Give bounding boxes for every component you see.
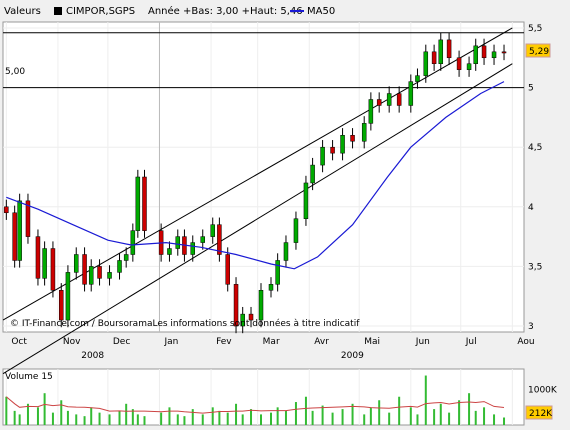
- x-month-label: Nov: [63, 337, 81, 347]
- price-plot-area: [2, 21, 525, 333]
- x-month-label: Fev: [216, 337, 232, 347]
- candle-body: [320, 146, 325, 166]
- x-month-label: Jun: [415, 337, 430, 347]
- candle-body: [175, 236, 181, 249]
- ma-label: MA50: [307, 6, 335, 17]
- candle-body: [217, 224, 222, 255]
- last-price-badge: [525, 43, 551, 58]
- ma50-line: [6, 81, 505, 270]
- candle-body: [456, 57, 462, 70]
- volume-tick-label: 1000K: [528, 386, 558, 396]
- candle-body: [135, 176, 141, 231]
- volume-average-line: [5, 396, 505, 414]
- candle-body: [283, 242, 289, 261]
- candle-body: [446, 39, 452, 59]
- candle-body: [167, 248, 172, 255]
- candle-body: [130, 230, 136, 255]
- candle-body: [42, 248, 47, 279]
- candle-body: [240, 313, 245, 327]
- candle-body: [200, 236, 205, 243]
- volume-plot-area: [2, 368, 525, 426]
- candle-body: [82, 254, 87, 285]
- copyright-text: © IT-Finance.com / BoursoramaLes informa…: [10, 318, 360, 329]
- candle-body: [248, 313, 254, 321]
- candle-body: [35, 236, 41, 279]
- y-tick-label: 5,5: [528, 24, 542, 34]
- candle-body: [210, 224, 215, 237]
- series-swatch: [54, 7, 62, 15]
- last-price-badge-text: 5,29: [529, 47, 549, 57]
- candle-body: [107, 272, 112, 279]
- hline-label: 5,00: [5, 67, 25, 77]
- y-tick-label: 3: [528, 322, 534, 332]
- candle-body: [293, 218, 299, 243]
- last-volume-badge: [525, 405, 553, 420]
- candle-body: [73, 254, 79, 273]
- candle-body: [268, 284, 274, 291]
- candle-body: [423, 51, 429, 76]
- candle-body: [408, 81, 414, 106]
- y-tick-label: 4: [528, 203, 534, 213]
- trend-line: [2, 27, 513, 321]
- candle-body: [275, 260, 280, 285]
- x-month-label: Mai: [364, 337, 380, 347]
- x-month-label: Jan: [163, 337, 178, 347]
- candle-body: [501, 51, 507, 54]
- series-label: CIMPOR,SGPS: [66, 6, 135, 17]
- candle-body: [4, 206, 9, 214]
- candle-body: [233, 284, 239, 327]
- candle-body: [59, 290, 64, 321]
- candle-body: [415, 75, 420, 82]
- x-year-label: 2008: [81, 351, 104, 361]
- candle-body: [431, 51, 437, 64]
- candle-body: [361, 123, 367, 142]
- candle-body: [350, 135, 355, 142]
- candle-body: [17, 200, 22, 261]
- candle-body: [117, 260, 122, 273]
- candle-body: [438, 39, 444, 64]
- x-year-label: 2009: [341, 351, 364, 361]
- x-month-label: Jul: [465, 337, 477, 347]
- candle-body: [12, 212, 17, 261]
- x-month-label: Oct: [11, 337, 27, 347]
- candle-body: [25, 200, 31, 237]
- x-month-label: Mar: [263, 337, 280, 347]
- y-tick-label: 3,5: [528, 262, 542, 272]
- candle-body: [473, 45, 478, 64]
- candle-body: [396, 93, 402, 106]
- chart-header: Valeurs CIMPOR,SGPS Année +Bas: 3,00 +Ha…: [4, 5, 335, 17]
- x-month-label: Aou: [517, 337, 534, 347]
- trend-line: [2, 63, 513, 375]
- candle-body: [65, 272, 71, 321]
- candle-body: [310, 164, 315, 184]
- candle-body: [123, 254, 129, 261]
- candle-body: [190, 242, 196, 255]
- candle-body: [97, 266, 102, 279]
- candle-body: [88, 266, 94, 285]
- candle-body: [258, 290, 264, 321]
- candle-body: [491, 51, 497, 59]
- candle-body: [466, 63, 472, 70]
- section-label: Valeurs: [4, 6, 41, 17]
- x-month-label: Avr: [314, 337, 329, 347]
- stats-label: Année +Bas: 3,00 +Haut: 5,46: [148, 5, 303, 17]
- candle-body: [303, 182, 309, 219]
- candle-body: [50, 248, 56, 291]
- candle-body: [225, 254, 230, 285]
- y-tick-label: 4,5: [528, 143, 542, 153]
- candle-body: [340, 135, 345, 154]
- candle-body: [386, 93, 392, 106]
- candle-body: [142, 176, 147, 231]
- volume-label: Volume 15: [5, 372, 53, 382]
- candle-body: [481, 45, 487, 59]
- y-tick-label: 5: [528, 84, 534, 94]
- last-volume-badge-text: 212K: [529, 409, 553, 419]
- candle-body: [330, 146, 335, 154]
- candle-body: [376, 99, 382, 106]
- candle-body: [368, 99, 374, 124]
- x-month-label: Dec: [113, 337, 130, 347]
